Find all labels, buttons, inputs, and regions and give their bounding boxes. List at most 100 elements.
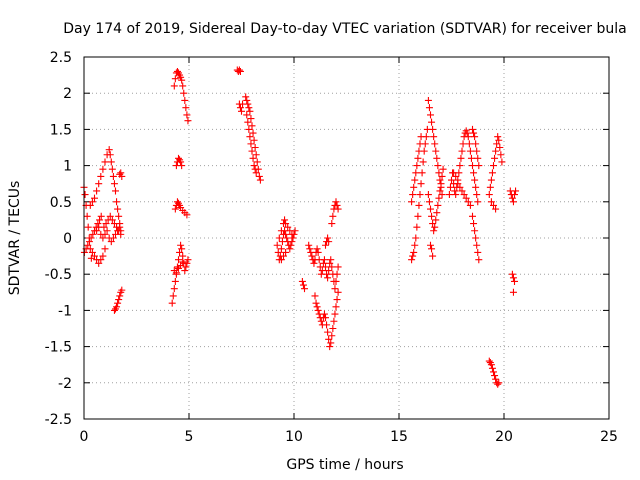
data-point [108,165,116,173]
data-point [331,285,339,293]
data-point [115,296,123,304]
data-point [184,256,192,264]
data-point [308,252,316,260]
data-point [236,67,244,75]
data-point [418,169,426,177]
y-tick-label: 1.5 [50,122,72,138]
data-point [419,158,427,166]
data-point [281,216,289,224]
data-point [93,187,101,195]
data-point [429,125,437,133]
data-point [184,117,192,125]
data-point [410,183,418,191]
data-point [328,263,336,271]
data-point [250,162,258,170]
data-point [97,172,105,180]
data-point [334,288,342,296]
data-point [250,136,258,144]
data-point [446,183,454,191]
data-point [113,198,121,206]
data-point [102,220,110,228]
data-point [277,245,285,253]
data-point [416,191,424,199]
data-point [471,227,479,235]
data-point [282,230,290,238]
data-point [324,328,332,336]
data-point [465,140,473,148]
data-point [326,343,334,351]
data-point [434,162,442,170]
data-point [280,252,287,260]
data-point [329,325,337,332]
data-point [329,212,337,220]
data-point [107,158,115,166]
data-point [331,310,339,318]
data-point [511,277,518,285]
data-point [176,248,184,256]
data-point [173,67,181,75]
y-tick-label: 0 [63,231,72,247]
data-point [248,122,256,130]
x-axis-label: GPS time / hours [286,457,403,473]
x-tick-label: 10 [285,429,303,445]
chart-title: Day 174 of 2019, Sidereal Day-to-day VTE… [63,21,626,37]
x-tick-label: 5 [185,429,194,445]
data-point [179,82,187,90]
data-point [462,194,470,202]
y-tick-label: -1 [58,303,72,319]
data-point [95,223,103,231]
data-point [430,227,438,235]
data-point [413,162,421,170]
data-point [171,75,179,83]
data-point [319,259,327,267]
data-point [491,372,499,380]
data-point [96,216,104,224]
data-point [334,205,342,213]
data-point [299,281,307,289]
data-point [458,147,466,155]
data-point [301,285,308,293]
data-point [180,89,188,97]
data-point [91,194,98,202]
data-point [182,104,190,112]
data-point [275,234,283,242]
data-point [490,162,497,170]
data-point [175,154,182,162]
data-point [416,140,424,148]
data-point [323,270,331,278]
data-point [320,310,328,318]
data-point [417,133,425,141]
data-point [110,306,118,314]
data-point [432,216,440,224]
data-point [289,234,297,242]
data-point [325,335,333,343]
data-point [472,183,480,191]
y-tick-label: -1.5 [45,340,72,356]
data-point [273,241,281,249]
y-tick-label: -2.5 [45,412,72,428]
data-point [475,162,483,170]
data-point [109,172,117,180]
data-point [238,107,245,115]
data-point [414,212,422,220]
data-point [495,379,503,387]
data-point [318,267,326,275]
data-point [424,96,432,104]
data-point [183,211,191,219]
data-point [459,140,467,148]
data-point [434,201,442,209]
data-point [249,129,257,137]
data-point [452,172,460,180]
data-point [411,176,419,184]
data-point [413,223,421,231]
data-point [429,252,437,260]
data-point [298,277,306,285]
data-point [470,129,478,137]
data-point [99,165,107,173]
data-point [107,238,115,246]
data-point [322,263,329,271]
data-point [112,187,119,195]
data-point [306,245,314,253]
grid [84,57,609,419]
data-point [109,234,117,242]
